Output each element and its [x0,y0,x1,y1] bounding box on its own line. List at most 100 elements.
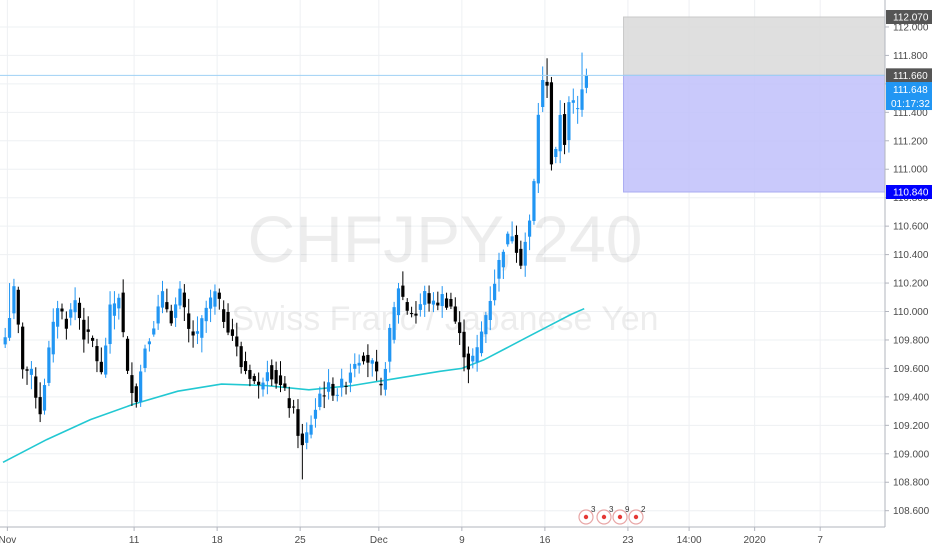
candle-body [112,303,117,316]
profit-target-zone [623,74,886,193]
candle-body [318,393,322,408]
candle-body [187,313,191,329]
watermark-symbol: CHFJPY, 240 [248,202,643,276]
candle-body [235,336,239,347]
time-tick-label: 23 [622,535,634,546]
candle-series [3,52,588,480]
event-count: 9 [625,505,630,514]
price-tick-label: 108.600 [893,506,930,517]
candle-body [182,292,186,308]
price-tags: 112.070 111.660 111.648 01:17:32 110.840 [886,10,932,199]
candle-body [38,397,42,415]
candle-body [42,385,47,411]
event-marker[interactable]: 9 [612,505,630,525]
candle-body [287,398,291,409]
candle-body [305,432,309,443]
event-dot [633,514,639,520]
event-marker[interactable]: 3 [596,505,614,525]
target-price-tag: 110.840 [886,185,932,199]
candle-body [195,331,200,334]
candle-body [51,321,55,355]
candle-body [204,307,208,322]
candle-body [165,302,169,310]
time-axis-background [0,527,932,550]
price-tick-label: 110.200 [893,279,929,290]
candle-body [34,376,38,398]
candle-body [77,302,82,319]
candle-body [261,382,265,390]
candle-body [200,318,204,338]
candle-body [104,345,108,375]
price-tick-label: 110.400 [893,250,929,261]
candle-body [226,311,230,333]
candle-body [160,291,165,308]
candle-body [152,328,156,335]
time-tick-label: 2020 [744,535,767,546]
price-tick-label: 112.000 [893,22,929,33]
price-tick-label: 111.200 [893,136,928,147]
chart-grid [0,0,885,527]
candle-body [580,89,584,110]
candle-body [541,80,545,107]
event-marker[interactable]: 2 [628,505,646,525]
candle-body [16,289,20,325]
candle-body [353,363,357,369]
candle-body [300,433,304,446]
candle-body [392,307,396,340]
stop-price-tag: 112.070 [886,10,932,24]
candle-body [134,386,138,402]
candle-body [69,309,73,318]
position-tool[interactable] [623,16,886,193]
event-dot [617,514,623,520]
candle-body [361,355,366,362]
candle-body [99,361,103,373]
price-tick-label: 109.600 [893,364,930,375]
candle-body [366,354,370,363]
candle-body [462,331,466,358]
candle-body [108,304,112,345]
price-tick-label: 109.400 [893,392,930,403]
candle-body [458,322,462,334]
target-price-label: 110.840 [893,188,929,199]
candle-body [64,318,68,329]
candle-body [25,369,29,371]
candle-body [567,102,571,141]
time-axis[interactable]: Nov 11 18 25 Dec 9 16 23 14:00 2020 7 [0,526,932,550]
candle-body [576,108,580,110]
candle-body [73,300,77,313]
event-count: 2 [641,505,646,514]
event-count: 3 [609,505,614,514]
candle-body [156,306,160,324]
candle-body [562,114,567,145]
candle-body [383,368,387,390]
candle-body [401,285,405,297]
entry-price-tag: 111.660 [886,68,932,83]
price-tick-label: 109.000 [893,449,930,460]
candle-body [532,181,536,221]
stop-tag-background [886,10,932,24]
candle-body [296,409,300,436]
candle-body [444,298,449,308]
candle-body [7,318,12,338]
economic-events[interactable]: 3 3 9 2 [578,505,646,525]
time-tick-label: 18 [212,535,224,546]
candle-body [130,375,134,394]
candle-body [466,353,471,370]
candle-body [147,341,151,345]
candle-body [340,378,344,388]
candle-body [348,372,353,383]
candle-body [139,371,143,402]
time-tick-label: 7 [817,535,823,546]
last-price-label: 111.648 [893,85,928,96]
stop-loss-zone [623,16,886,76]
candle-body [47,347,51,383]
candle-body [497,259,501,279]
candle-body [86,329,90,332]
candle-body [270,365,274,380]
candle-body [222,309,226,322]
event-marker[interactable]: 3 [578,505,596,525]
candle-body [488,301,492,321]
candle-body [274,370,278,384]
event-dot [583,514,589,520]
